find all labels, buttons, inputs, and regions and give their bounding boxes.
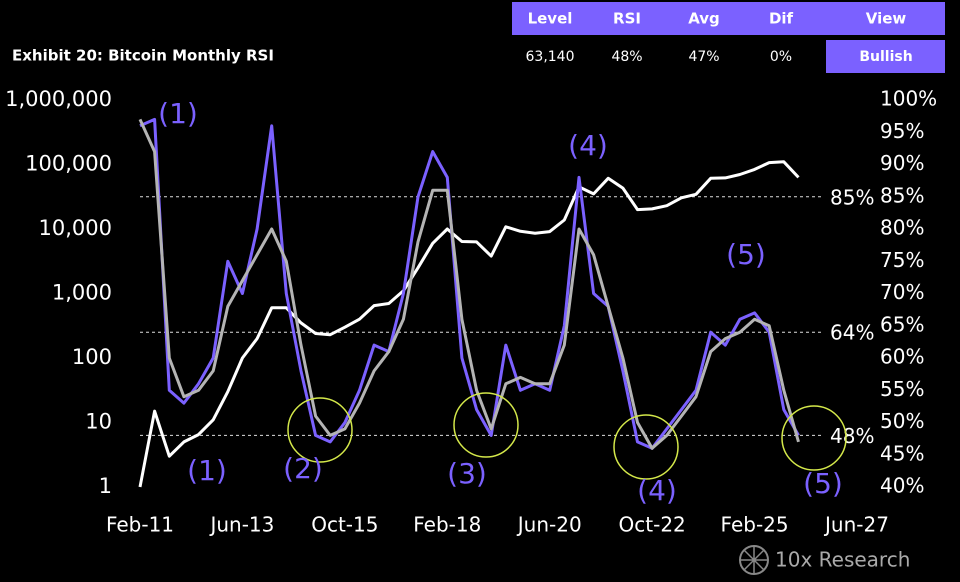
annotation: (3) (447, 457, 487, 490)
header-label: View (866, 10, 907, 28)
annotation: (2) (283, 452, 323, 485)
y2-tick-label: 80% (880, 216, 924, 240)
x-tick-label: Feb-25 (721, 513, 789, 537)
source: 10x Research (775, 548, 910, 572)
header-label: Avg (688, 10, 720, 28)
x-tick-label: Oct-22 (619, 513, 686, 537)
view-box (826, 40, 945, 73)
annotation: (1) (158, 97, 198, 130)
x-tick-label: Jun-27 (823, 513, 889, 537)
header-value: 63,140 (526, 49, 575, 65)
header-value: Bullish (859, 49, 912, 65)
highlight-circle (453, 392, 519, 458)
highlight-circle (613, 414, 679, 480)
annotation: (4) (568, 129, 608, 162)
reference-label: 64% (830, 321, 874, 345)
y2-tick-label: 65% (880, 312, 924, 336)
x-tick-label: Oct-15 (311, 513, 378, 537)
y2-tick-label: 45% (880, 441, 924, 465)
y2-tick-label: 40% (880, 474, 924, 498)
y-tick-label: 1,000 (52, 281, 112, 305)
series-line (138, 118, 800, 450)
header-value: 47% (688, 49, 719, 65)
y2-tick-label: 50% (880, 409, 924, 433)
y2-tick-label: 100% (880, 87, 937, 111)
y2-tick-label: 95% (880, 119, 924, 143)
y2-tick-label: 85% (880, 183, 924, 207)
header-value: 48% (611, 49, 642, 65)
y-tick-label: 10,000 (39, 216, 112, 240)
x-tick-label: Jun-20 (516, 513, 582, 537)
annotation: (5) (726, 238, 766, 271)
y-tick-label: 1,000,000 (5, 87, 112, 111)
y-tick-label: 100,000 (25, 152, 112, 176)
y-tick-label: 100 (72, 345, 112, 369)
chart-title: Exhibit 20: Bitcoin Monthly RSI (12, 47, 274, 65)
header-label: RSI (613, 10, 641, 28)
y2-tick-label: 55% (880, 377, 924, 401)
x-tick-label: Feb-11 (106, 513, 174, 537)
x-tick-label: Feb-18 (413, 513, 481, 537)
annotation: (5) (803, 467, 843, 500)
header-label: Level (528, 10, 573, 28)
annotation: (1) (187, 454, 227, 487)
y-tick-label: 10 (85, 410, 112, 434)
y2-tick-label: 60% (880, 345, 924, 369)
logo-mark (740, 546, 768, 574)
header-bar (512, 2, 945, 35)
y2-tick-label: 75% (880, 248, 924, 272)
y2-tick-label: 70% (880, 280, 924, 304)
series-line (139, 117, 800, 450)
header-value: 0% (770, 49, 792, 65)
y2-tick-label: 90% (880, 151, 924, 175)
series-line (138, 160, 800, 488)
header-label: Dif (769, 10, 794, 28)
highlight-circle (287, 397, 353, 463)
x-tick-label: Jun-13 (208, 513, 274, 537)
annotation: (4) (637, 474, 677, 507)
y-tick-label: 1 (99, 474, 112, 498)
reference-label: 85% (830, 185, 874, 209)
reference-label: 48% (830, 424, 874, 448)
highlight-circle (781, 405, 847, 471)
